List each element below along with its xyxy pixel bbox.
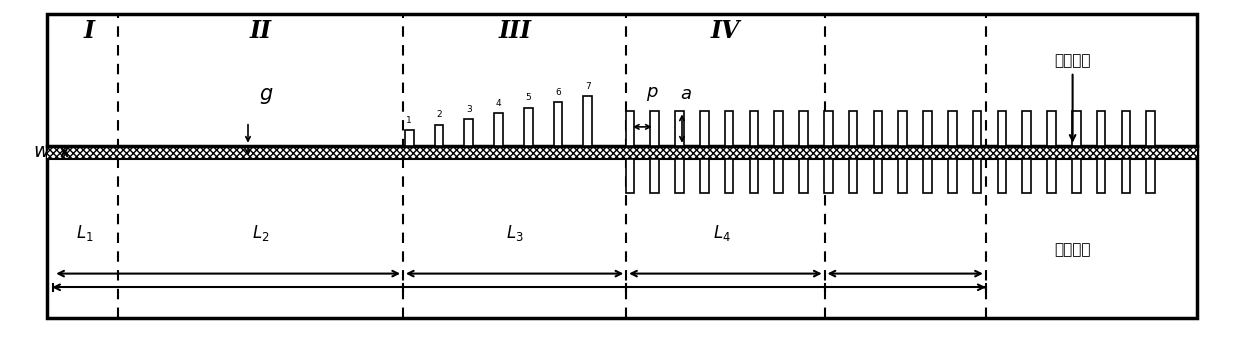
Bar (873, 159, 883, 193)
Bar (1047, 159, 1056, 193)
Text: $L_4$: $L_4$ (713, 223, 730, 242)
Bar (553, 102, 562, 146)
Bar (998, 111, 1007, 146)
Bar (1023, 111, 1032, 146)
Bar (626, 159, 634, 193)
Bar (47, 146, 1197, 159)
Bar (676, 111, 684, 146)
Bar (701, 111, 709, 146)
Bar (898, 159, 906, 193)
Text: $g$: $g$ (259, 86, 274, 106)
Bar (973, 159, 982, 193)
Bar (525, 107, 533, 146)
Bar (825, 111, 833, 146)
Text: $L_3$: $L_3$ (506, 223, 523, 242)
Bar (47, 14, 1197, 318)
Bar (701, 159, 709, 193)
Bar (873, 111, 883, 146)
Bar (848, 111, 858, 146)
Bar (1146, 111, 1156, 146)
Bar (898, 111, 906, 146)
Bar (749, 111, 759, 146)
Text: 介质基板: 介质基板 (1054, 242, 1091, 257)
Text: III: III (498, 19, 531, 43)
Bar (923, 159, 932, 193)
Text: II: II (249, 19, 272, 43)
Bar (626, 111, 634, 146)
Bar (724, 159, 734, 193)
Bar (1146, 159, 1156, 193)
Text: $w$: $w$ (33, 143, 51, 161)
Bar (584, 96, 593, 146)
Bar (848, 159, 858, 193)
Text: $p$: $p$ (646, 85, 658, 103)
Bar (651, 111, 660, 146)
Bar (1122, 111, 1131, 146)
Text: $L_1$: $L_1$ (76, 223, 93, 242)
Bar (1096, 159, 1106, 193)
Text: 5: 5 (526, 93, 531, 102)
Bar (749, 159, 759, 193)
Bar (404, 130, 414, 146)
Bar (774, 159, 784, 193)
Bar (1071, 159, 1081, 193)
Text: I: I (84, 19, 94, 43)
Bar (825, 159, 833, 193)
Bar (1122, 159, 1131, 193)
Text: 2: 2 (436, 110, 441, 119)
Bar (800, 159, 808, 193)
Bar (923, 111, 932, 146)
Text: 3: 3 (466, 105, 471, 114)
Bar (1023, 159, 1032, 193)
Bar (1071, 111, 1081, 146)
Bar (949, 111, 957, 146)
Bar (800, 111, 808, 146)
Bar (774, 111, 784, 146)
Bar (949, 159, 957, 193)
Text: IV: IV (711, 19, 740, 43)
Text: $L_2$: $L_2$ (252, 223, 269, 242)
Bar (494, 113, 503, 146)
Text: 金属箔层: 金属箔层 (1054, 53, 1091, 68)
Bar (973, 111, 982, 146)
Text: $a$: $a$ (680, 85, 692, 103)
Bar (435, 124, 444, 146)
Bar (651, 159, 660, 193)
Text: 6: 6 (556, 88, 560, 97)
Bar (464, 119, 474, 146)
Bar (724, 111, 734, 146)
Text: 4: 4 (496, 99, 501, 108)
Bar (47, 146, 1197, 159)
Bar (1096, 111, 1106, 146)
Text: 7: 7 (585, 82, 590, 91)
Bar (676, 159, 684, 193)
Text: 1: 1 (407, 116, 412, 125)
Bar (1047, 111, 1056, 146)
Bar (998, 159, 1007, 193)
